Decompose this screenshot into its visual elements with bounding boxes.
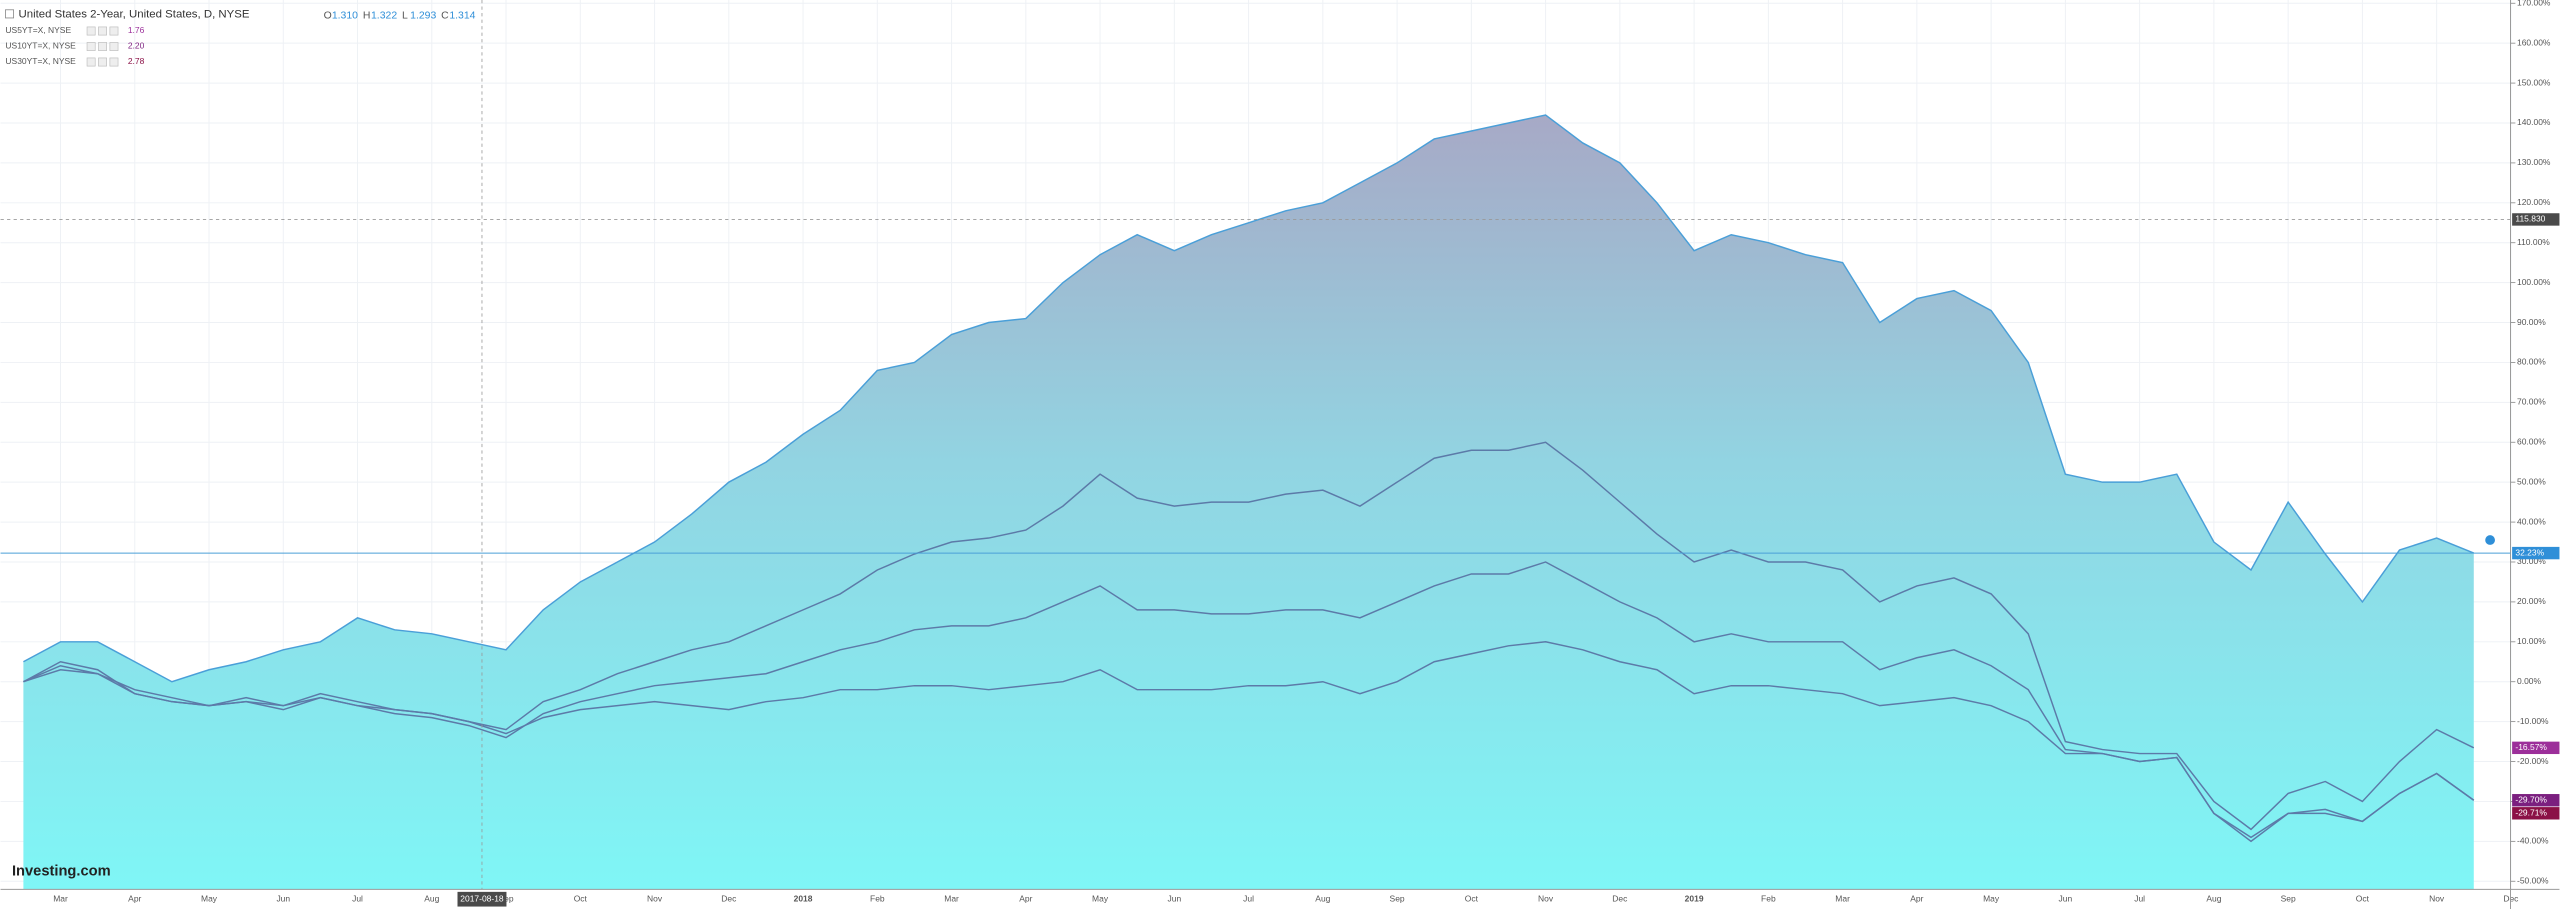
x-tick-label: Oct <box>1465 893 1479 903</box>
y-tick-label: 30.00% <box>2517 556 2546 566</box>
price-tag-label: 32.23% <box>2515 547 2544 557</box>
crosshair-x-label: 2017-08-18 <box>460 893 504 903</box>
y-tick-label: 150.00% <box>2517 77 2551 87</box>
legend-value: 1.76 <box>128 25 145 35</box>
x-tick-label: Jun <box>2059 893 2073 903</box>
price-tag <box>2512 741 2560 755</box>
y-tick-label: 90.00% <box>2517 317 2546 327</box>
y-tick-label: 160.00% <box>2517 37 2551 47</box>
collapse-toggle[interactable] <box>5 9 15 19</box>
series-line <box>23 641 2475 839</box>
x-tick-label: May <box>1983 893 2000 903</box>
ohlc-label: C <box>441 10 449 21</box>
x-tick-label: Oct <box>2356 893 2370 903</box>
ohlc-value: 1.322 <box>371 10 397 21</box>
legend-button[interactable] <box>98 42 107 51</box>
x-tick-label: Mar <box>53 893 68 903</box>
y-tick-label: -10.00% <box>2517 716 2549 726</box>
x-tick-label: Feb <box>870 893 885 903</box>
price-tag <box>2512 546 2560 560</box>
y-tick-label: 20.00% <box>2517 596 2546 606</box>
y-tick-label: 130.00% <box>2517 157 2551 167</box>
x-tick-label: Dec <box>2503 893 2519 903</box>
x-tick-label: Sep <box>2281 893 2296 903</box>
y-tick-label: 50.00% <box>2517 476 2546 486</box>
x-tick-label: Apr <box>128 893 141 903</box>
ohlc-value: 1.310 <box>332 10 358 21</box>
crosshair-x-tag <box>457 891 507 907</box>
legend-button[interactable] <box>86 57 96 67</box>
y-tick-label: 0.00% <box>2517 676 2541 686</box>
price-tag-label: -16.57% <box>2515 742 2547 752</box>
x-tick-label: Aug <box>2206 893 2221 903</box>
price-tag-label: -29.70% <box>2515 794 2547 804</box>
x-tick-label: Jul <box>1243 893 1254 903</box>
x-tick-label: Mar <box>944 893 959 903</box>
series-marker <box>2483 533 2497 547</box>
ohlc-label: O <box>324 10 332 21</box>
crosshair-y-label: 115.830 <box>2515 214 2545 224</box>
y-tick-label: 80.00% <box>2517 357 2546 367</box>
legend-button[interactable] <box>86 26 96 36</box>
legend-button[interactable] <box>86 42 96 51</box>
header-title: United States 2-Year, United States, D, … <box>18 9 249 21</box>
ohlc-label: H <box>363 10 371 21</box>
ohlc-value: 1.293 <box>410 10 436 21</box>
legend-button[interactable] <box>98 26 107 36</box>
x-tick-label: May <box>201 893 218 903</box>
series-line <box>23 561 2475 843</box>
x-tick-label: Nov <box>1538 893 1554 903</box>
y-tick-label: 60.00% <box>2517 436 2546 446</box>
x-tick-label: Apr <box>1910 893 1923 903</box>
y-tick-label: 140.00% <box>2517 117 2551 127</box>
y-tick-label: 110.00% <box>2517 237 2550 247</box>
x-tick-label: Nov <box>647 893 663 903</box>
x-tick-label: May <box>1092 893 1109 903</box>
y-tick-label: 70.00% <box>2517 397 2546 407</box>
x-tick-label: Aug <box>424 893 439 903</box>
x-tick-label: Sep <box>1390 893 1405 903</box>
y-tick-label: 10.00% <box>2517 636 2546 646</box>
ohlc-value: 1.314 <box>449 10 475 21</box>
x-tick-label: Nov <box>2429 893 2445 903</box>
y-tick-label: 40.00% <box>2517 516 2546 526</box>
x-tick-label: Dec <box>1612 893 1628 903</box>
price-tag <box>2512 807 2560 820</box>
x-tick-label: Jun <box>276 893 290 903</box>
price-tag-label: -29.71% <box>2515 808 2547 818</box>
x-tick-label: 2019 <box>1685 893 1704 903</box>
legend-value: 2.78 <box>128 56 145 66</box>
y-tick-label: 100.00% <box>2517 277 2551 287</box>
ohlc-label: L <box>402 10 408 21</box>
watermark: Investing.com <box>12 863 111 879</box>
x-tick-label: Aug <box>1315 893 1330 903</box>
y-tick-label: -20.00% <box>2517 756 2549 766</box>
y-tick-label: -50.00% <box>2517 875 2549 885</box>
y-tick-label: -40.00% <box>2517 836 2549 846</box>
x-tick-label: Mar <box>1835 893 1850 903</box>
legend-button[interactable] <box>109 42 119 51</box>
x-tick-label: Jul <box>352 893 363 903</box>
y-tick-label: 170.00% <box>2517 0 2551 7</box>
legend-value: 2.20 <box>128 41 145 51</box>
x-tick-label: Feb <box>1761 893 1776 903</box>
legend-button[interactable] <box>109 26 119 36</box>
x-tick-label: Apr <box>1019 893 1032 903</box>
x-tick-label: Jul <box>2134 893 2145 903</box>
y-tick-label: 120.00% <box>2517 197 2551 207</box>
legend-button[interactable] <box>98 57 107 67</box>
area-line <box>23 114 2475 683</box>
price-tag <box>2512 794 2560 807</box>
crosshair-y-tag <box>2512 213 2560 226</box>
x-tick-label: Oct <box>574 893 588 903</box>
legend-name[interactable]: US5YT=X, NYSE <box>5 25 71 35</box>
x-tick-label: 2018 <box>794 893 813 903</box>
legend-button[interactable] <box>109 57 119 67</box>
legend-name[interactable]: US30YT=X, NYSE <box>5 56 76 66</box>
x-tick-label: Jun <box>1168 893 1182 903</box>
legend-name[interactable]: US10YT=X, NYSE <box>5 41 76 51</box>
x-tick-label: Dec <box>721 893 737 903</box>
